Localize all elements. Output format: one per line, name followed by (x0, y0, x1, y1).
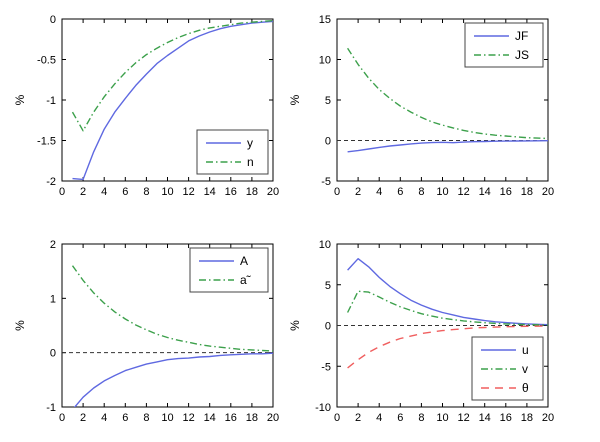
y-tick-label: 15 (319, 14, 331, 26)
series-line-y (72, 20, 273, 181)
x-tick-label: 16 (225, 186, 237, 198)
subplot-output-employment: 0 2 4 6 8 10 12 14 16 18 20 0 -0.5 -1 -1.5 -2% yn (13, 14, 279, 198)
y-tick-label: 0 (325, 136, 331, 148)
legend-box (196, 129, 269, 175)
series-line-JF (347, 140, 548, 153)
x-tick-label: 4 (101, 412, 107, 424)
x-tick-label: 8 (143, 412, 149, 424)
y-tick-label: -1 (46, 95, 56, 107)
x-tick-label: 18 (246, 186, 258, 198)
y-tick-label: -1 (46, 402, 56, 414)
x-tick-label: 2 (355, 186, 361, 198)
x-tick-label: 18 (521, 186, 533, 198)
y-tick-label: 5 (325, 280, 331, 292)
legend-box (464, 22, 544, 68)
x-tick-label: 10 (161, 412, 173, 424)
x-tick-label: 12 (182, 186, 194, 198)
legend-label-u: u (522, 343, 529, 357)
x-tick-label: 8 (143, 186, 149, 198)
series-line-v (346, 290, 548, 326)
x-tick-label: 8 (418, 186, 424, 198)
y-tick-label: 2 (50, 239, 56, 251)
legend-label-θ: θ (522, 381, 529, 395)
x-tick-label: 20 (542, 186, 554, 198)
series-line-u (347, 258, 548, 326)
x-tick-label: 0 (59, 186, 65, 198)
y-axis-label: % (288, 320, 302, 331)
x-tick-label: 14 (204, 412, 216, 424)
x-tick-label: 20 (267, 412, 279, 424)
x-tick-label: 16 (500, 186, 512, 198)
x-tick-label: 0 (59, 412, 65, 424)
x-tick-label: 2 (355, 412, 361, 424)
x-tick-label: 6 (122, 412, 128, 424)
y-tick-label: 0 (50, 348, 56, 360)
x-tick-label: 4 (376, 412, 382, 424)
legend-label-A: A (240, 254, 248, 268)
legend-label-JF: JF (515, 29, 528, 43)
legend-box (189, 247, 269, 293)
x-tick-label: 0 (334, 186, 340, 198)
y-tick-label: -10 (315, 402, 331, 414)
legend: Aa˜ (189, 247, 269, 293)
series-line-A (73, 352, 273, 407)
x-tick-label: 14 (479, 186, 491, 198)
y-tick-label: -0.5 (37, 55, 56, 67)
y-axis-label: % (13, 94, 27, 105)
y-tick-label: -5 (321, 176, 331, 188)
y-tick-label: -2 (46, 176, 56, 188)
x-tick-label: 0 (334, 412, 340, 424)
series-line-JS (347, 47, 548, 140)
legend: yn (196, 129, 269, 175)
x-tick-label: 6 (122, 186, 128, 198)
x-tick-label: 6 (397, 186, 403, 198)
series-line-n (71, 19, 273, 132)
x-tick-label: 4 (101, 186, 107, 198)
y-tick-label: 10 (319, 55, 331, 67)
x-tick-label: 20 (542, 412, 554, 424)
x-tick-label: 14 (479, 412, 491, 424)
legend-label-n: n (247, 155, 254, 169)
x-tick-label: 12 (182, 412, 194, 424)
x-tick-label: 12 (457, 412, 469, 424)
y-tick-label: -1.5 (37, 136, 56, 148)
x-tick-label: 18 (246, 412, 258, 424)
x-tick-label: 14 (204, 186, 216, 198)
x-tick-label: 4 (376, 186, 382, 198)
y-tick-label: 10 (319, 239, 331, 251)
x-tick-label: 10 (161, 186, 173, 198)
y-axis-label: % (288, 94, 302, 105)
x-tick-label: 6 (397, 412, 403, 424)
x-tick-label: 12 (457, 186, 469, 198)
y-tick-label: 5 (325, 95, 331, 107)
legend-label-a˜: a˜ (240, 273, 252, 287)
y-tick-label: -5 (321, 361, 331, 373)
subplot-unemployment-vacancies-tightness: 0 2 4 6 8 10 12 14 16 18 20 10 5 0 -5 -10% uvθ (288, 239, 554, 424)
x-tick-label: 2 (80, 186, 86, 198)
x-tick-label: 8 (418, 412, 424, 424)
legend-label-JS: JS (515, 48, 529, 62)
x-tick-label: 16 (225, 412, 237, 424)
x-tick-label: 10 (436, 412, 448, 424)
series-line-a˜ (71, 265, 273, 352)
legend-label-y: y (247, 136, 253, 150)
x-tick-label: 20 (267, 186, 279, 198)
legend: JF JS (464, 22, 544, 68)
x-tick-label: 2 (80, 412, 86, 424)
y-tick-label: 0 (325, 321, 331, 333)
x-tick-label: 16 (500, 412, 512, 424)
legend-label-v: v (522, 362, 528, 376)
legend: uvθ (471, 336, 544, 401)
y-tick-label: 1 (50, 293, 56, 305)
y-tick-label: 0 (50, 14, 56, 26)
x-tick-label: 18 (521, 412, 533, 424)
x-tick-label: 10 (436, 186, 448, 198)
y-axis-label: % (13, 320, 27, 331)
